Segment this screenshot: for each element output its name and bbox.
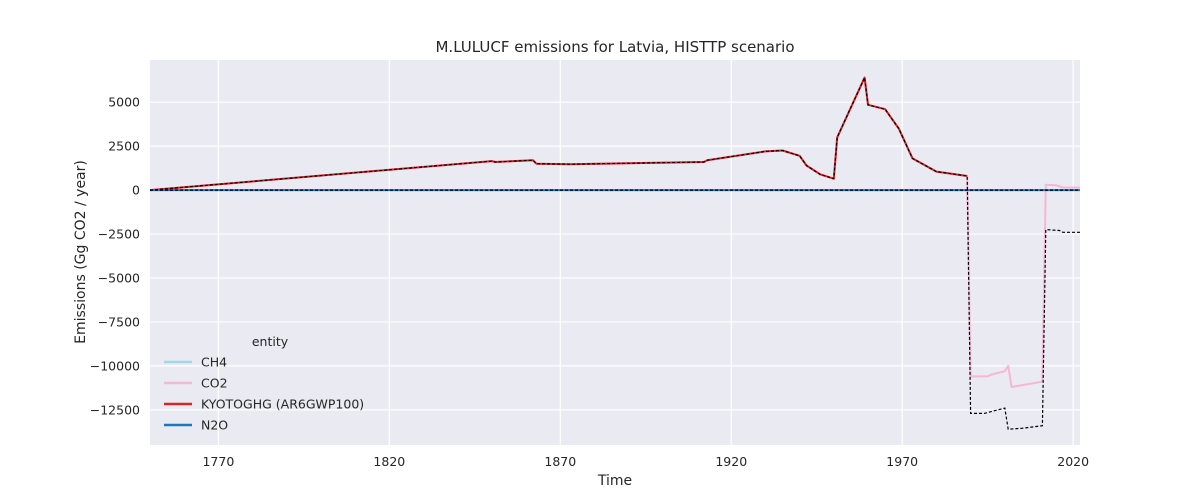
y-tick-label: −12500 <box>90 402 140 417</box>
grid <box>150 60 1080 445</box>
x-tick-label: 1770 <box>202 454 234 469</box>
legend-entry: CH4 <box>201 355 227 370</box>
chart-title: M.LULUCF emissions for Latvia, HISTTP sc… <box>435 38 794 56</box>
legend-entry: KYOTOGHG (AR6GWP100) <box>201 397 364 412</box>
legend: entity CH4 CO2 KYOTOGHG (AR6GWP100) N2O <box>164 334 364 433</box>
x-axis-label: Time <box>597 473 632 489</box>
legend-entry: CO2 <box>201 376 228 391</box>
y-tick-label: −7500 <box>98 314 140 329</box>
reference-line-dashed <box>149 75 1080 430</box>
x-tick-label: 1820 <box>373 454 405 469</box>
y-tick-label: 5000 <box>108 95 140 110</box>
x-tick-label: 1870 <box>544 454 576 469</box>
y-tick-label: −2500 <box>98 227 140 242</box>
y-tick-label: −10000 <box>90 358 140 373</box>
axes: 1770 1820 1870 1920 1970 2020 5000 2500 0 −2500 −5… <box>90 95 1089 469</box>
legend-title: entity <box>252 334 289 349</box>
y-tick-label: 0 <box>132 183 140 198</box>
y-tick-label: −5000 <box>98 270 140 285</box>
series-layer <box>149 75 1081 430</box>
x-tick-label: 2020 <box>1057 454 1089 469</box>
y-tick-label: 2500 <box>108 139 140 154</box>
x-tick-label: 1920 <box>715 454 747 469</box>
y-axis-label: Emissions (Gg CO2 / year) <box>73 160 89 344</box>
plot-background <box>150 60 1080 445</box>
x-tick-label: 1970 <box>886 454 918 469</box>
legend-entry: N2O <box>201 418 228 433</box>
